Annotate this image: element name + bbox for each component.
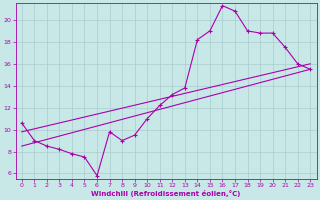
X-axis label: Windchill (Refroidissement éolien,°C): Windchill (Refroidissement éolien,°C) [91, 190, 241, 197]
